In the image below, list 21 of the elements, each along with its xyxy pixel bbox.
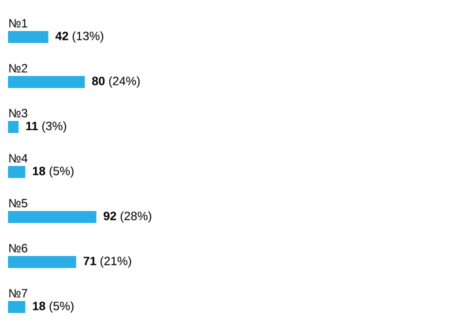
y-tick-label: №3: [9, 108, 28, 118]
bar: [8, 256, 76, 268]
data-label: 80 (24%): [92, 76, 140, 88]
bar: [8, 30, 48, 43]
data-label: 11 (3%): [26, 121, 66, 133]
data-label: 71 (21%): [84, 256, 132, 268]
data-label: 92 (28%): [104, 211, 152, 223]
y-tick-label: №5: [9, 199, 28, 208]
y-tick-label: №6: [9, 244, 28, 252]
bar: [8, 300, 26, 313]
data-label: 42 (13%): [55, 31, 104, 43]
y-tick-label: №7: [9, 289, 28, 298]
y-tick-label: №2: [9, 64, 28, 72]
bar: [8, 120, 19, 133]
y-tick-label: №4: [9, 154, 28, 162]
bar: [8, 76, 85, 88]
data-label: 18 (5%): [32, 166, 74, 178]
y-tick-label: №1: [9, 19, 28, 28]
bar: [8, 166, 26, 178]
data-label: 18 (5%): [32, 301, 74, 313]
bar: [8, 210, 96, 223]
